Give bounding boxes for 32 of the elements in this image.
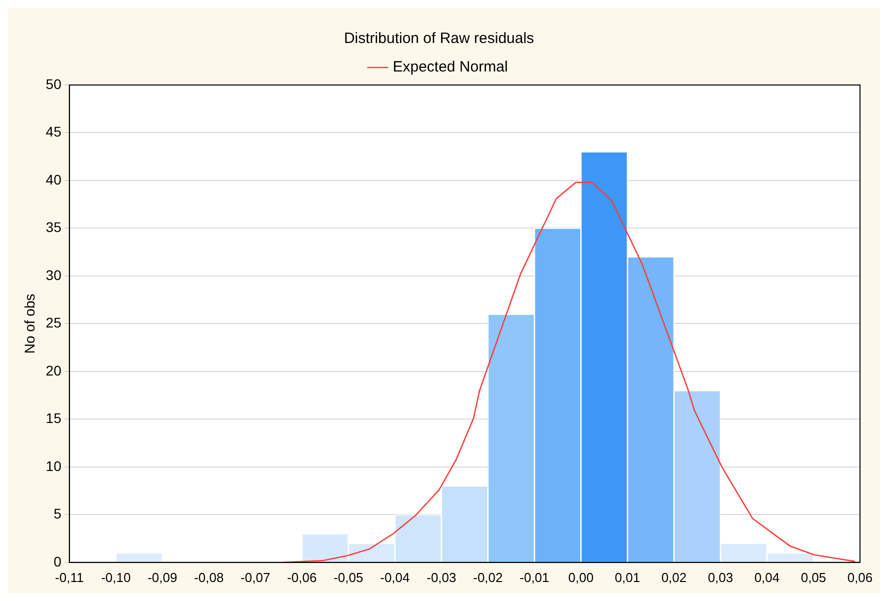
x-tick-label: -0,04 xyxy=(380,570,410,585)
y-tick-label: 15 xyxy=(46,410,62,426)
y-tick-label: 30 xyxy=(46,266,62,283)
chart-title: Distribution of Raw residuals xyxy=(344,30,534,48)
y-tick-label: 35 xyxy=(46,219,62,236)
y-tick-label: 45 xyxy=(46,124,62,140)
x-tick-label: 0,02 xyxy=(661,570,687,585)
x-tick-label: 0,06 xyxy=(847,570,873,585)
x-tick-label: -0,10 xyxy=(101,570,131,585)
y-tick-label: 40 xyxy=(46,171,62,188)
x-tick-label: -0,06 xyxy=(287,570,317,585)
x-tick-label: -0,03 xyxy=(426,570,456,585)
y-tick-label: 5 xyxy=(54,506,62,522)
x-tick-label: 0,03 xyxy=(708,570,734,585)
x-tick-label: -0,09 xyxy=(148,570,178,585)
y-tick-label: 25 xyxy=(46,314,62,331)
x-tick-label: 0,05 xyxy=(800,570,826,585)
x-tick-label: 0,00 xyxy=(568,570,594,585)
y-tick-label: 0 xyxy=(54,553,62,570)
x-tick-label: -0,01 xyxy=(520,570,550,585)
x-tick-label: 0,04 xyxy=(754,570,780,585)
y-tick-label: 50 xyxy=(46,76,62,92)
legend-label: Expected Normal xyxy=(392,58,508,76)
y-tick-label: 20 xyxy=(46,362,62,378)
x-tick-label: -0,02 xyxy=(473,570,503,585)
x-tick-label: 0,01 xyxy=(614,570,640,585)
y-axis-title: No of obs xyxy=(21,294,38,354)
x-tick-label: -0,11 xyxy=(55,570,84,585)
x-tick-label: -0,08 xyxy=(194,570,224,585)
y-tick-label: 10 xyxy=(46,458,62,474)
x-tick-label: -0,05 xyxy=(334,570,364,585)
x-tick-label: -0,07 xyxy=(240,570,270,585)
